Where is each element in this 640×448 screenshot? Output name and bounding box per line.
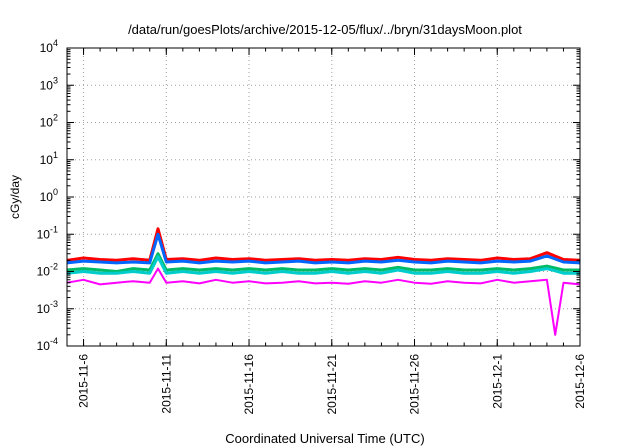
y-tick-label: 10-4 (37, 336, 58, 353)
y-tick-exponent: 1 (53, 150, 58, 160)
y-tick-label: 101 (40, 150, 58, 167)
y-tick-exponent: 0 (53, 187, 58, 197)
y-tick-base: 10 (37, 265, 51, 279)
y-tick-exponent: -1 (50, 224, 58, 234)
y-tick-label: 102 (40, 113, 58, 130)
y-tick-exponent: 4 (53, 38, 58, 48)
grid (67, 48, 580, 346)
series-line-1 (66, 227, 581, 262)
y-tick-base: 10 (40, 153, 54, 167)
y-tick-base: 10 (40, 41, 54, 55)
x-tick-label: 2015-11-11 (159, 354, 173, 414)
x-tick-label: 2015-12-1 (490, 354, 504, 409)
y-tick-base: 10 (37, 339, 51, 353)
series-line-2 (66, 232, 581, 265)
x-axis-label: Coordinated Universal Time (UTC) (225, 431, 424, 446)
series-line-5 (66, 267, 581, 336)
y-tick-exponent: 2 (53, 113, 58, 123)
y-tick-label: 100 (40, 187, 58, 204)
y-tick-base: 10 (40, 78, 54, 92)
y-tick-base: 10 (40, 116, 54, 130)
y-axis-label: cGy/day (8, 175, 22, 219)
x-tick-labels: 2015-11-6 2015-11-11 2015-11-16 2015-11-21 2… (77, 354, 587, 415)
y-tick-exponent: 3 (53, 75, 58, 85)
y-tick-label: 10-2 (37, 262, 58, 279)
x-tick-label: 2015-11-16 (242, 354, 256, 415)
y-tick-base: 10 (40, 190, 54, 204)
series-group (66, 227, 581, 336)
y-tick-label: 10-3 (37, 299, 58, 316)
series-line-4 (66, 255, 580, 275)
x-tick-label: 2015-12-6 (573, 354, 587, 409)
y-tick-base: 10 (37, 302, 51, 316)
tick-marks (66, 47, 581, 347)
y-tick-base: 10 (37, 227, 51, 241)
y-tick-label: 103 (40, 75, 58, 92)
y-tick-exponent: -2 (50, 262, 58, 272)
x-tick-label: 2015-11-6 (77, 354, 91, 408)
y-tick-exponent: -4 (50, 336, 58, 346)
x-tick-label: 2015-11-26 (408, 354, 422, 415)
y-tick-label: 10-1 (37, 224, 58, 241)
y-tick-label: 104 (40, 38, 58, 55)
y-tick-exponent: -3 (50, 299, 58, 309)
chart-title: /data/run/goesPlots/archive/2015-12-05/f… (128, 22, 522, 37)
x-tick-label: 2015-11-21 (325, 354, 339, 415)
